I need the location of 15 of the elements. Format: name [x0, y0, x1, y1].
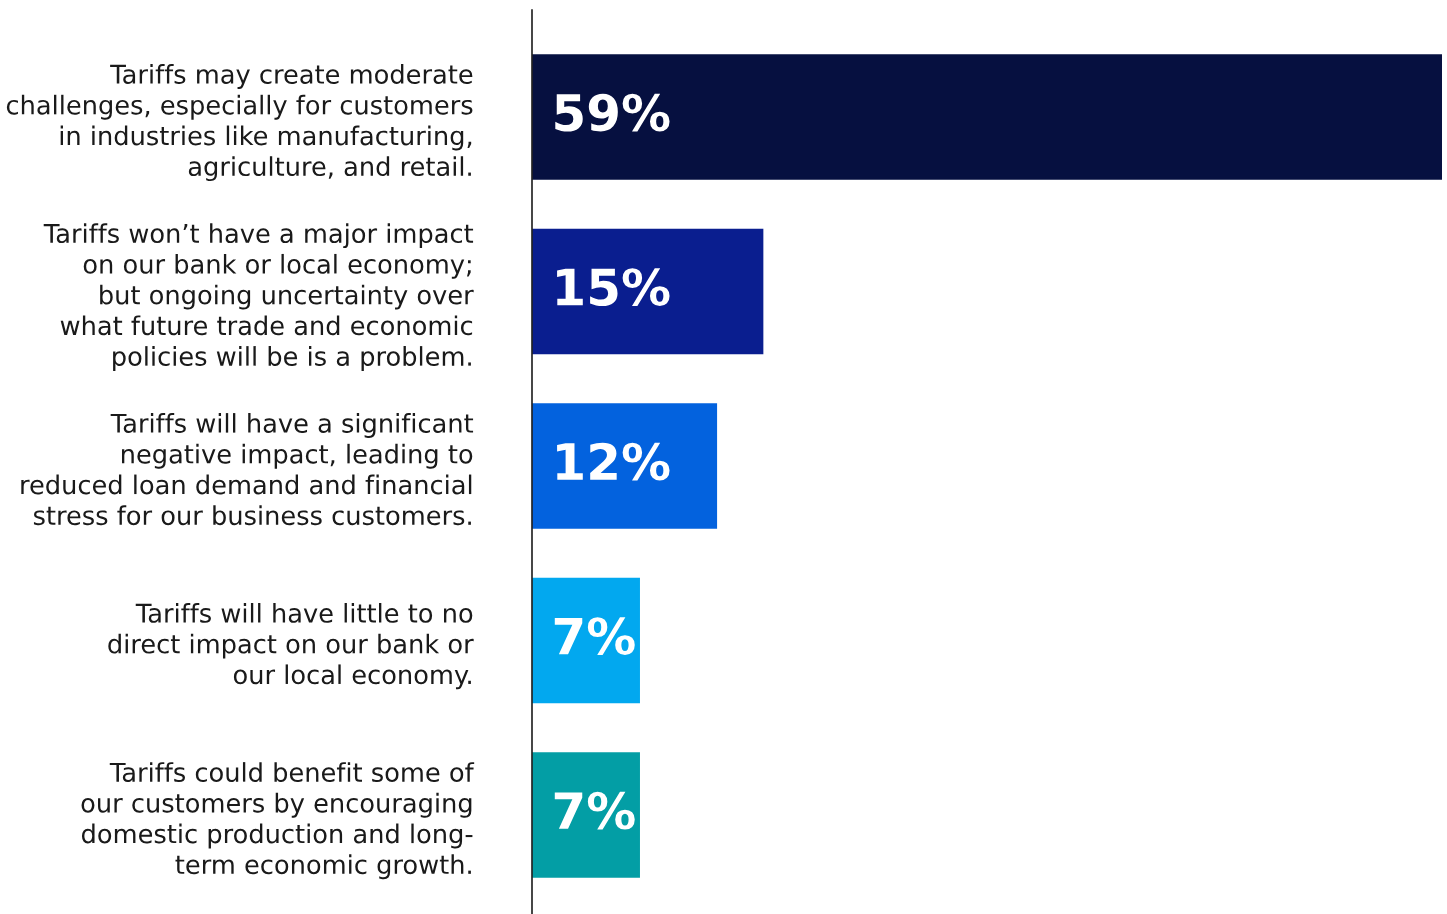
bar: [532, 577, 640, 704]
bar: [532, 403, 718, 529]
y-tick-label: Tariffs may create moderate challenges, especially for customers in industries like manufacturing, agriculture, and retail.: [6, 64, 473, 182]
data-label: 12%: [557, 442, 670, 481]
data-label: 15%: [557, 268, 670, 306]
bar: [532, 228, 764, 355]
y-tick-label: Tariffs won’t have a major impact on our bank or local economy; but ongoing uncertainty over what future trade and economic policies will be is a problem.: [43, 223, 474, 371]
y-tick-label: Tariffs will have little to no direct impact on our bank or our local economy.: [108, 602, 474, 690]
y-tick-label: Tariffs will have a significant negative impact, leading to reduced loan demand and financial stress for our business customers.: [21, 413, 474, 526]
data-label: 7%: [554, 791, 635, 830]
data-label: 7%: [554, 617, 635, 656]
y-tick-label: Tariffs could benefit some of our customers by encouraging domestic production and long- term economic growth.: [81, 762, 475, 880]
bar: [532, 752, 640, 878]
bar: [532, 54, 1442, 180]
data-label: 59%: [555, 93, 670, 132]
